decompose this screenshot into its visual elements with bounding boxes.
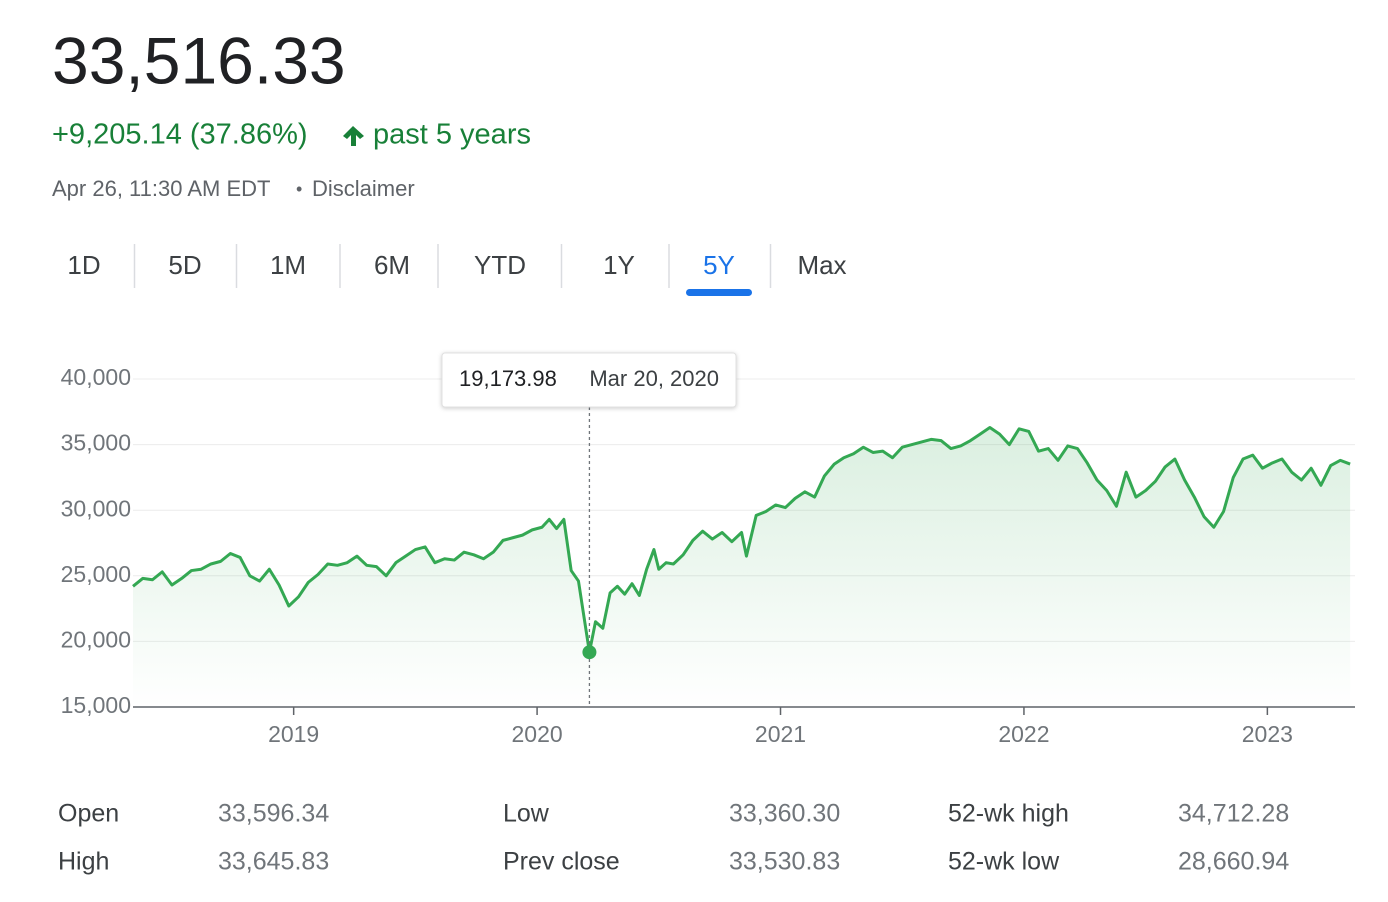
y-tick-label: 40,000 bbox=[61, 364, 131, 390]
stat-label: Open bbox=[58, 800, 119, 828]
price-line bbox=[132, 426, 1351, 654]
x-tick-label: 2022 bbox=[998, 721, 1049, 747]
up-arrow bbox=[343, 126, 364, 146]
tooltip-value: 19,173.98 bbox=[459, 366, 557, 391]
stat-value: 33,596.34 bbox=[218, 800, 329, 828]
timestamp: Apr 26, 11:30 AM EDT bbox=[52, 176, 270, 201]
tab[interactable]: 1D bbox=[67, 250, 100, 280]
area-fill bbox=[133, 427, 1351, 707]
separator: • bbox=[296, 179, 302, 199]
tab[interactable]: 1M bbox=[270, 250, 306, 280]
stat-value: 28,660.94 bbox=[1178, 848, 1289, 876]
stat-label: High bbox=[58, 848, 109, 876]
tab[interactable]: 5Y bbox=[703, 250, 735, 280]
stat-label: Prev close bbox=[503, 848, 620, 876]
stat-label: 52-wk high bbox=[948, 800, 1069, 828]
stat-value: 33,645.83 bbox=[218, 848, 329, 876]
tab[interactable]: 6M bbox=[374, 250, 410, 280]
y-tick-label: 30,000 bbox=[61, 495, 131, 521]
tab[interactable]: YTD bbox=[474, 250, 526, 280]
tooltip-box bbox=[441, 352, 737, 408]
x-tick-label: 2021 bbox=[755, 721, 806, 747]
tab-indicator bbox=[686, 289, 752, 296]
disclaimer[interactable]: Disclaimer bbox=[312, 176, 415, 201]
x-tick-label: 2023 bbox=[1242, 721, 1293, 747]
stat-value: 33,530.83 bbox=[729, 848, 840, 876]
stat-value: 33,360.30 bbox=[729, 800, 840, 828]
tab[interactable]: 1Y bbox=[603, 250, 635, 280]
change: +9,205.14 (37.86%) bbox=[52, 119, 308, 151]
tab[interactable]: 5D bbox=[168, 250, 201, 280]
tooltip-date: Mar 20, 2020 bbox=[589, 366, 719, 391]
tab[interactable]: Max bbox=[797, 250, 846, 280]
stat-value: 34,712.28 bbox=[1178, 800, 1289, 828]
price: 33,516.33 bbox=[52, 23, 346, 97]
x-tick-label: 2020 bbox=[512, 721, 563, 747]
y-tick-label: 35,000 bbox=[61, 430, 131, 456]
period: past 5 years bbox=[373, 119, 531, 151]
stat-label: 52-wk low bbox=[948, 848, 1060, 876]
x-tick-label: 2019 bbox=[268, 721, 319, 747]
y-tick-label: 15,000 bbox=[61, 692, 131, 718]
hover-point bbox=[582, 645, 597, 660]
stat-label: Low bbox=[503, 800, 550, 828]
y-tick-label: 20,000 bbox=[61, 626, 131, 652]
y-tick-label: 25,000 bbox=[61, 561, 131, 587]
